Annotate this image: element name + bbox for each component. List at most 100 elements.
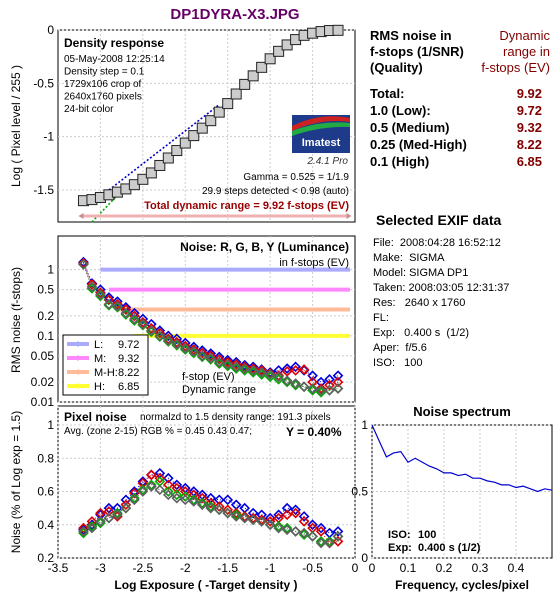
pixel-noise-point-b bbox=[103, 502, 115, 514]
spectrum-xtick-label: 0.3 bbox=[472, 561, 489, 575]
pixel-noise-xtick-label: 0 bbox=[352, 561, 359, 575]
pixel-noise-subtitle: normalzd to 1.5 density range: 191.3 pix… bbox=[140, 412, 331, 423]
noise-title: Noise: R, G, B, Y (Luminance) bbox=[180, 240, 349, 254]
spectrum-exp-label: Exp: bbox=[388, 542, 412, 554]
imatest-logo bbox=[292, 115, 350, 153]
exif-row-iso: ISO: 100 bbox=[373, 357, 423, 369]
legend-marker-l bbox=[75, 341, 81, 347]
noise-point-y bbox=[247, 365, 259, 376]
pixel-noise-point-y bbox=[239, 512, 251, 524]
legend-label-l: L: bbox=[94, 339, 103, 351]
density-step-marker bbox=[230, 88, 242, 100]
noise-point-b bbox=[154, 325, 166, 336]
pixel-noise-point-y bbox=[332, 531, 344, 542]
pixel-noise-ytick-label: 1 bbox=[47, 418, 54, 432]
pixel-noise-point-y bbox=[103, 512, 115, 524]
density-info-line: 24-bit color bbox=[64, 104, 114, 115]
exif-title: Selected EXIF data bbox=[376, 212, 502, 228]
noise-point-y bbox=[162, 335, 174, 346]
density-step-marker bbox=[137, 173, 149, 185]
spectrum-iso-label: ISO: bbox=[388, 529, 411, 541]
pixel-noise-point-r bbox=[290, 507, 301, 519]
pixel-noise-point-r bbox=[162, 479, 174, 491]
noise-point-r bbox=[146, 322, 157, 334]
pixel-noise-point-y bbox=[179, 494, 191, 506]
pixel-noise-point-y bbox=[86, 522, 98, 534]
noise-point-r bbox=[324, 379, 335, 391]
noise-point-b bbox=[112, 296, 123, 307]
legend-marker-mh bbox=[75, 369, 81, 375]
noise-ytick-label: 0.2 bbox=[37, 309, 54, 323]
noise-point-y bbox=[230, 361, 242, 373]
noise-point-y bbox=[239, 363, 251, 374]
noise-point-b bbox=[281, 363, 293, 374]
noise-point-b bbox=[179, 337, 191, 349]
pixel-noise-point-y bbox=[205, 502, 217, 514]
pixel-noise-point-y bbox=[196, 499, 208, 511]
noise-point-r bbox=[205, 350, 217, 362]
legend-value-mh: 8.22 bbox=[118, 367, 139, 379]
pixel-noise-point-r bbox=[298, 516, 310, 527]
pixel-noise-point-y bbox=[281, 524, 293, 536]
exif-row-taken: Taken: 2008:03:05 12:31:37 bbox=[373, 282, 510, 294]
noise-point-g bbox=[188, 347, 200, 359]
noise-point-r bbox=[154, 327, 166, 339]
pixel-noise-point-y bbox=[307, 531, 318, 542]
dr-row-label: 0.5 (Medium) bbox=[370, 120, 450, 135]
noise-point-g bbox=[213, 358, 225, 369]
pixel-noise-point-y bbox=[171, 492, 183, 504]
pixel-noise-point-b bbox=[78, 524, 89, 536]
noise-point-y bbox=[205, 352, 217, 364]
noise-point-y bbox=[281, 375, 293, 387]
density-step-marker bbox=[196, 122, 208, 134]
pixel-noise-series-line-y bbox=[83, 485, 339, 544]
pixel-noise-point-r bbox=[315, 526, 327, 537]
pixel-noise-point-g bbox=[205, 501, 217, 512]
pixel-noise-point-r bbox=[120, 499, 132, 511]
noise-point-b bbox=[307, 370, 318, 382]
legend-label-h: H: bbox=[94, 381, 105, 393]
pixel-noise-point-y bbox=[188, 496, 200, 507]
imatest-logo-stripe bbox=[292, 122, 350, 136]
pixel-noise-point-r bbox=[188, 489, 200, 501]
dr-row-label: 1.0 (Low): bbox=[370, 103, 431, 118]
dr-row-low: 1.0 (Low): 9.72 bbox=[370, 103, 542, 118]
pixel-noise-point-r bbox=[222, 504, 234, 516]
density-info-line: Density step = 0.1 bbox=[64, 67, 145, 78]
pixel-noise-point-r bbox=[239, 511, 251, 522]
pixel-noise-point-g bbox=[78, 527, 89, 539]
exif-row-fl: FL: bbox=[373, 312, 389, 324]
pixel-noise-point-g bbox=[95, 517, 106, 529]
density-step-marker bbox=[205, 115, 217, 127]
noise-ytick-label: 0.01 bbox=[31, 395, 55, 409]
pixel-noise-xlabel: Log Exposure ( -Target density ) bbox=[114, 578, 297, 592]
noise-point-y bbox=[120, 307, 132, 319]
noise-point-g bbox=[205, 354, 217, 365]
pixel-noise-point-r bbox=[332, 536, 344, 547]
noise-point-r bbox=[95, 287, 106, 298]
noise-point-y bbox=[129, 313, 140, 325]
pixel-noise-ytick-label: 0.8 bbox=[37, 451, 54, 465]
density-step-marker bbox=[222, 98, 234, 110]
density-gamma-line bbox=[108, 104, 220, 191]
noise-point-b bbox=[332, 370, 344, 382]
noise-point-y bbox=[196, 350, 208, 362]
pixel-noise-point-r bbox=[230, 507, 242, 519]
noise-point-y bbox=[188, 346, 200, 357]
pixel-noise-point-g bbox=[230, 509, 242, 521]
pixel-noise-point-g bbox=[129, 492, 140, 504]
pixel-noise-point-y bbox=[112, 509, 123, 521]
exif-row-model: Model: SIGMA DP1 bbox=[373, 267, 469, 279]
pixel-noise-point-g bbox=[112, 507, 123, 519]
pixel-noise-ytick-label: 0.6 bbox=[37, 485, 54, 499]
dr-row-value: 9.32 bbox=[516, 120, 542, 135]
noise-point-r bbox=[290, 365, 301, 376]
pixel-noise-point-g bbox=[179, 491, 191, 502]
noise-point-r bbox=[196, 347, 208, 359]
noise-point-r bbox=[222, 356, 234, 368]
noise-point-y bbox=[213, 356, 225, 368]
density-step-marker bbox=[179, 137, 191, 149]
pixel-noise-point-y bbox=[247, 514, 259, 526]
pixel-noise-xtick-label: -1 bbox=[265, 561, 276, 575]
noise-point-r bbox=[112, 298, 123, 310]
